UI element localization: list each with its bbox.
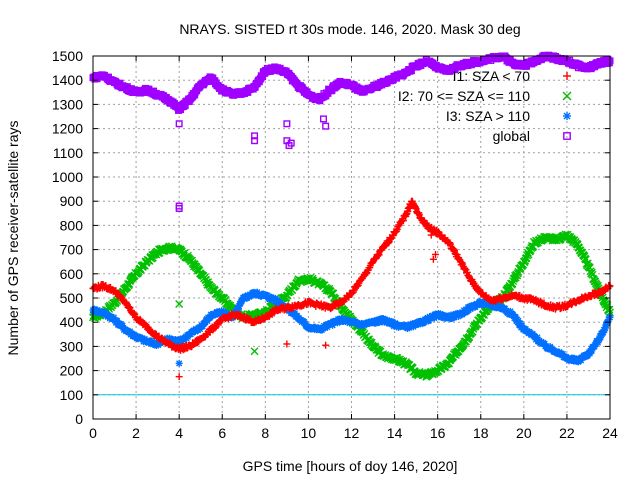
y-tick-label: 1400 <box>52 72 83 88</box>
y-tick-label: 800 <box>60 217 84 233</box>
y-tick-label: 200 <box>60 363 84 379</box>
y-tick-label: 0 <box>75 411 83 427</box>
y-tick-label: 1300 <box>52 96 83 112</box>
x-tick-label: 0 <box>89 425 97 441</box>
x-tick-label: 10 <box>301 425 317 441</box>
x-tick-label: 22 <box>559 425 575 441</box>
y-axis-label: Number of GPS receiver-satellite rays <box>5 121 21 356</box>
series-point <box>508 279 517 288</box>
y-tick-label: 100 <box>60 387 84 403</box>
y-tick-label: 1200 <box>52 121 83 137</box>
x-tick-label: 16 <box>430 425 446 441</box>
outlier-point <box>175 359 183 367</box>
y-tick-label: 900 <box>60 193 84 209</box>
y-tick-label: 1000 <box>52 169 83 185</box>
legend-label: I3: SZA > 110 <box>446 108 530 124</box>
outlier-point <box>322 341 330 349</box>
x-tick-label: 6 <box>218 425 226 441</box>
x-tick-label: 14 <box>387 425 403 441</box>
x-tick-label: 24 <box>602 425 618 441</box>
y-tick-label: 300 <box>60 338 84 354</box>
x-tick-label: 18 <box>473 425 489 441</box>
y-tick-label: 500 <box>60 290 84 306</box>
legend-marker <box>562 91 572 101</box>
y-tick-label: 400 <box>60 314 84 330</box>
outlier-point <box>250 347 259 356</box>
y-tick-label: 700 <box>60 242 84 258</box>
series-point <box>587 268 596 277</box>
legend-marker <box>563 112 571 120</box>
series-point <box>605 305 614 314</box>
series-point <box>513 269 522 278</box>
legend-label: global <box>493 128 530 144</box>
x-tick-label: 20 <box>516 425 532 441</box>
y-tick-label: 1100 <box>53 145 83 161</box>
x-tick-label: 4 <box>175 425 183 441</box>
data-points <box>89 51 614 381</box>
legend-label: I1: SZA < 70 <box>453 68 531 84</box>
outlier-point <box>175 373 183 381</box>
legend-label: I2: 70 <= SZA <= 110 <box>398 88 530 104</box>
legend: I1: SZA < 70 I2: 70 <= SZA <= 110 I3: SZA … <box>398 68 572 144</box>
outlier-point <box>283 120 291 128</box>
x-axis-label: GPS time [hours of doy 146, 2020] <box>243 458 458 474</box>
outlier-point <box>319 115 327 123</box>
x-tick-label: 8 <box>261 425 269 441</box>
chart-title: NRAYS. SISTED rt 30s mode. 146, 2020. Ma… <box>179 21 520 37</box>
legend-marker <box>563 72 571 80</box>
y-tick-label: 1500 <box>52 48 83 64</box>
x-tick-label: 2 <box>132 425 140 441</box>
y-tick-label: 600 <box>60 266 84 282</box>
x-tick-label: 12 <box>344 425 360 441</box>
